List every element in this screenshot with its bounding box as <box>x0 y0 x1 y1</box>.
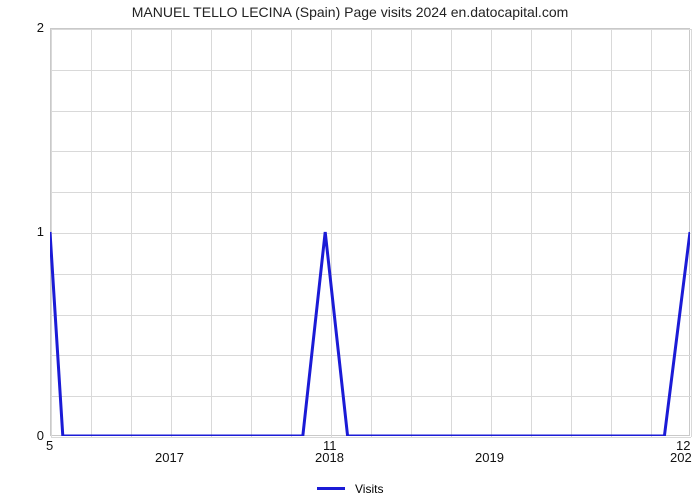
x-left-tick: 5 <box>46 438 53 453</box>
x-right-year-cut: 202 <box>670 450 692 465</box>
x-year-label: 2019 <box>475 450 504 465</box>
legend-swatch <box>317 487 345 490</box>
chart-container: MANUEL TELLO LECINA (Spain) Page visits … <box>0 0 700 500</box>
line-series <box>50 28 690 436</box>
legend: Visits <box>0 480 700 498</box>
grid-vline <box>691 29 692 437</box>
visits-line <box>50 232 690 436</box>
x-mid-tick: 11 <box>323 438 337 453</box>
grid-hline <box>51 437 691 438</box>
plot-area-wrap <box>50 28 690 436</box>
x-year-label: 2017 <box>155 450 184 465</box>
y-tick-label: 2 <box>37 20 44 35</box>
y-tick-label: 0 <box>37 428 44 443</box>
legend-label: Visits <box>355 482 383 496</box>
chart-title: MANUEL TELLO LECINA (Spain) Page visits … <box>0 4 700 20</box>
y-tick-label: 1 <box>37 224 44 239</box>
